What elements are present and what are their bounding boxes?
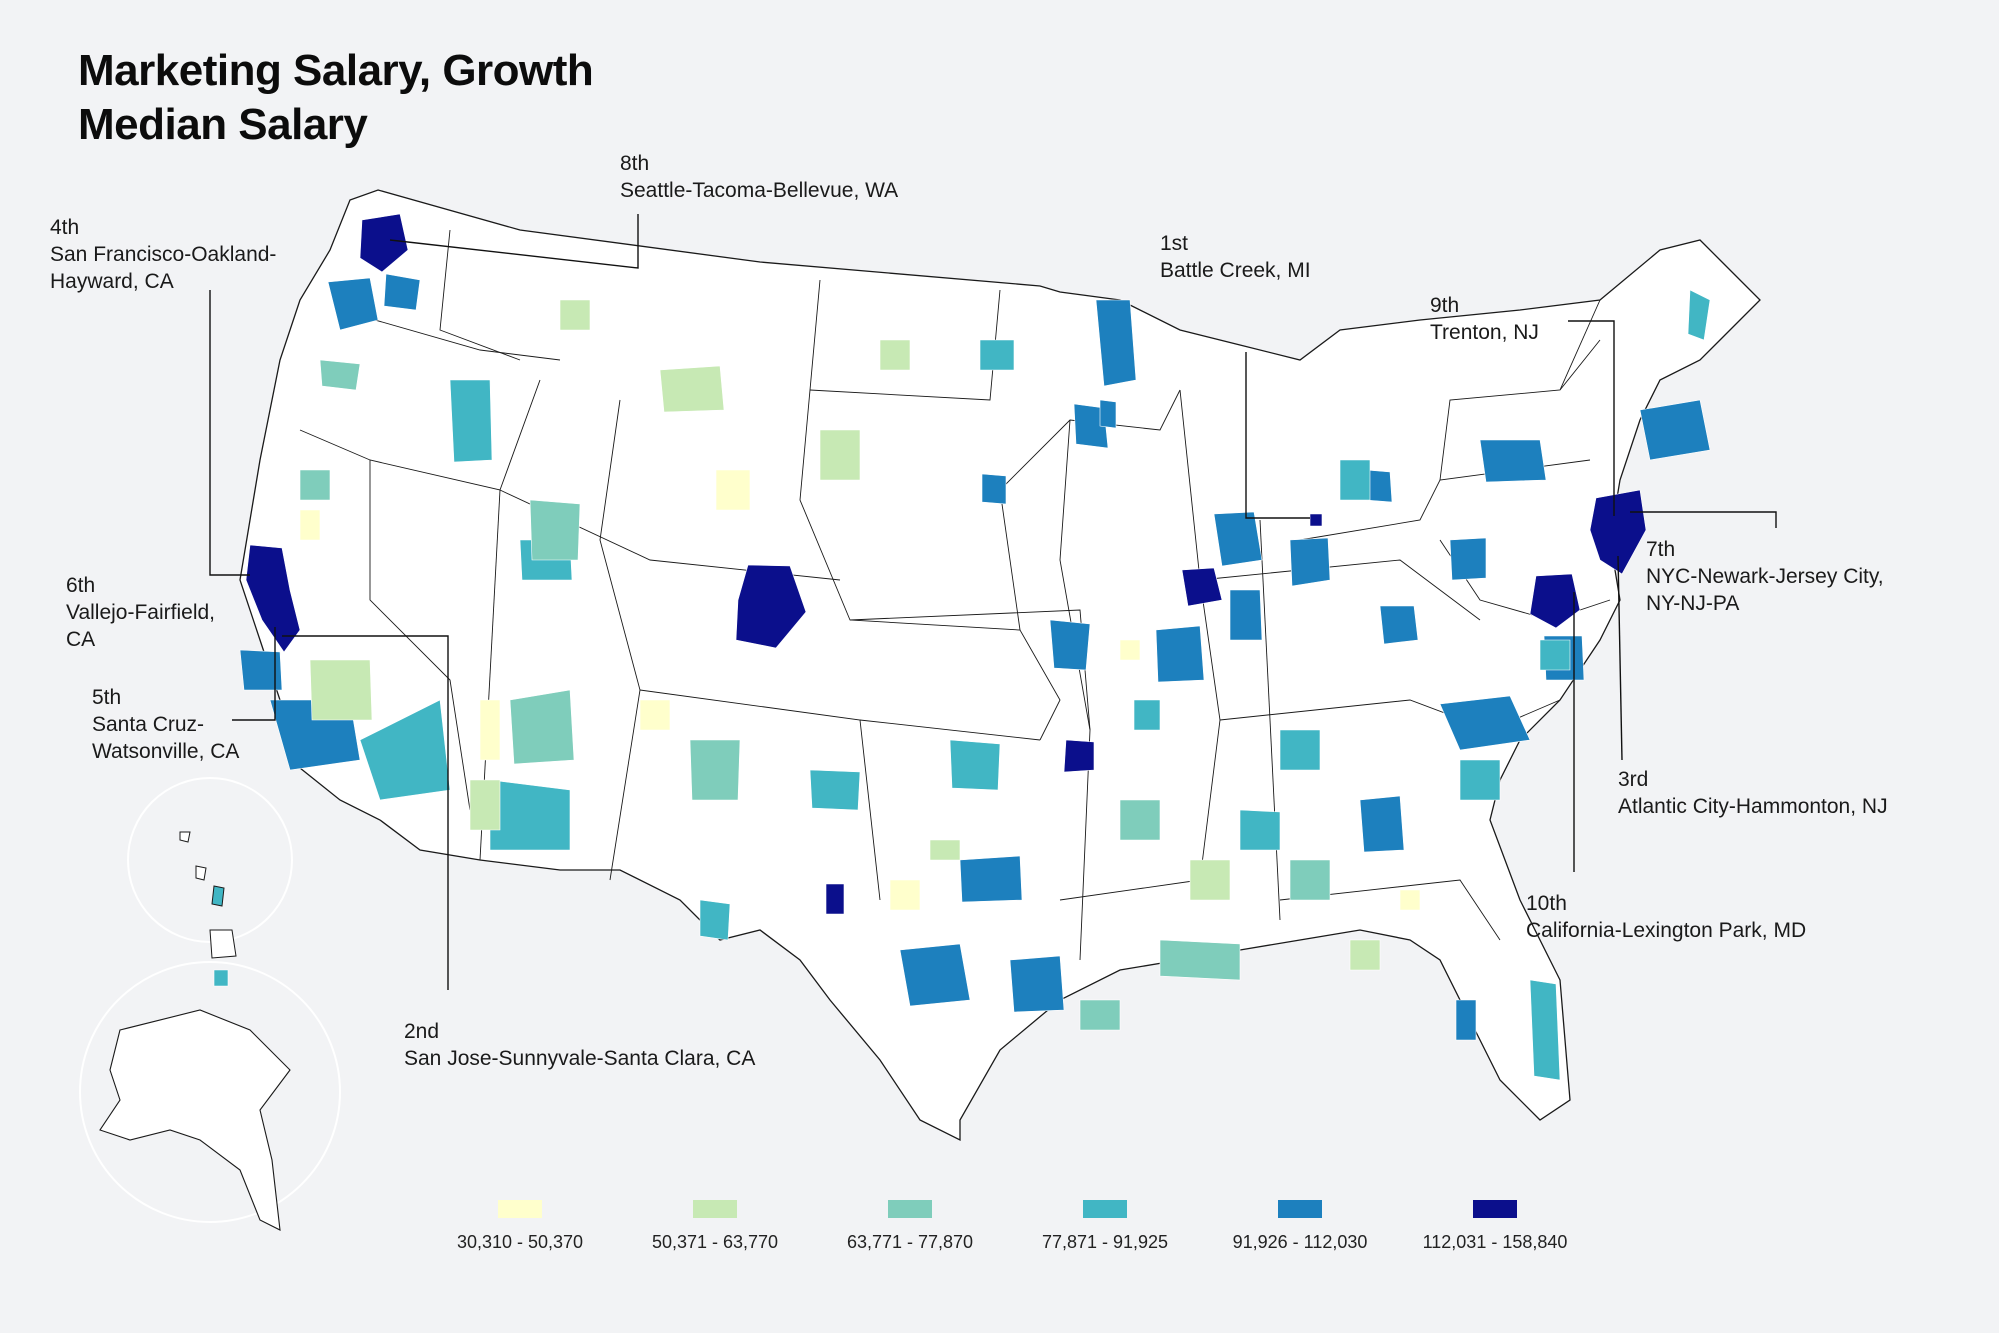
callout-5th-rank: 5th	[92, 686, 122, 709]
hawaii-inset	[127, 777, 293, 943]
callout-10th-rank: 10th	[1526, 892, 1567, 915]
legend-swatch	[1278, 1200, 1322, 1218]
callout-3rd-rank: 3rd	[1618, 768, 1649, 791]
callout-leader-lines	[209, 214, 1777, 990]
legend-item: 112,031 - 158,840	[1395, 1196, 1595, 1253]
title-line-1: Marketing Salary, Growth	[78, 46, 594, 95]
callout-6th: 6th Vallejo-Fairfield, CA	[66, 572, 215, 653]
callout-5th-name: Santa Cruz-	[92, 713, 205, 736]
legend-label: 91,926 - 112,030	[1232, 1232, 1368, 1252]
callout-2nd: 2nd San Jose-Sunnyvale-Santa Clara, CA	[404, 1018, 755, 1072]
legend-label: 112,031 - 158,840	[1422, 1232, 1568, 1252]
callout-1st: 1st Battle Creek, MI	[1160, 230, 1311, 284]
alaska-outline	[99, 1009, 291, 1231]
callout-4th: 4th San Francisco-Oakland- Hayward, CA	[50, 214, 276, 295]
us-outline	[239, 189, 1761, 1142]
callout-3rd-name: Atlantic City-Hammonton, NJ	[1618, 795, 1888, 818]
callout-1st-name: Battle Creek, MI	[1160, 259, 1311, 282]
callout-4th-rank: 4th	[50, 216, 80, 239]
legend-swatch	[1083, 1200, 1127, 1218]
legend-item: 91,926 - 112,030	[1200, 1196, 1400, 1253]
legend-item: 63,771 - 77,870	[810, 1196, 1010, 1253]
callout-5th-name-2: Watsonville, CA	[92, 740, 240, 763]
legend-item: 30,310 - 50,370	[420, 1196, 620, 1253]
legend-swatch	[1473, 1200, 1517, 1218]
legend-swatch	[888, 1200, 932, 1218]
callout-7th-name: NYC-Newark-Jersey City,	[1646, 565, 1884, 588]
legend-label: 30,310 - 50,370	[456, 1232, 584, 1252]
alaska-inset	[79, 961, 341, 1223]
salary-legend: 30,310 - 50,370 50,371 - 63,770 63,771 -…	[420, 1196, 1600, 1256]
callout-8th-name: Seattle-Tacoma-Bellevue, WA	[620, 179, 899, 202]
callout-8th-rank: 8th	[620, 152, 650, 175]
callout-5th: 5th Santa Cruz- Watsonville, CA	[92, 684, 239, 765]
legend-label: 77,871 - 91,925	[1041, 1232, 1169, 1252]
callout-9th-name: Trenton, NJ	[1430, 321, 1539, 344]
callout-6th-name-2: CA	[66, 628, 96, 651]
callout-9th-rank: 9th	[1430, 294, 1460, 317]
callout-8th: 8th Seattle-Tacoma-Bellevue, WA	[620, 150, 898, 204]
callout-4th-name: San Francisco-Oakland-	[50, 243, 277, 266]
legend-swatch	[498, 1200, 542, 1218]
title-line-2: Median Salary	[78, 100, 368, 149]
state-borders	[299, 229, 1611, 961]
legend-item: 77,871 - 91,925	[1005, 1196, 1205, 1253]
legend-label: 63,771 - 77,870	[846, 1232, 974, 1252]
hawaii-islands	[179, 831, 237, 959]
callout-7th-rank: 7th	[1646, 538, 1676, 561]
metro-areas	[199, 213, 1711, 1125]
callout-7th: 7th NYC-Newark-Jersey City, NY-NJ-PA	[1646, 536, 1884, 617]
legend-item: 50,371 - 63,770	[615, 1196, 815, 1253]
callout-4th-name-2: Hayward, CA	[50, 270, 174, 293]
callout-6th-name: Vallejo-Fairfield,	[66, 601, 215, 624]
map-title: Marketing Salary, Growth Median Salary	[78, 44, 594, 152]
callout-6th-rank: 6th	[66, 574, 96, 597]
callout-9th: 9th Trenton, NJ	[1430, 292, 1539, 346]
callout-3rd: 3rd Atlantic City-Hammonton, NJ	[1618, 766, 1888, 820]
callout-2nd-rank: 2nd	[404, 1020, 440, 1043]
legend-label: 50,371 - 63,770	[651, 1232, 779, 1252]
callout-10th-name: California-Lexington Park, MD	[1526, 919, 1807, 942]
callout-2nd-name: San Jose-Sunnyvale-Santa Clara, CA	[404, 1047, 756, 1070]
callout-1st-rank: 1st	[1160, 232, 1189, 255]
callout-10th: 10th California-Lexington Park, MD	[1526, 890, 1806, 944]
legend-swatch	[693, 1200, 737, 1218]
callout-7th-name-2: NY-NJ-PA	[1646, 592, 1740, 615]
